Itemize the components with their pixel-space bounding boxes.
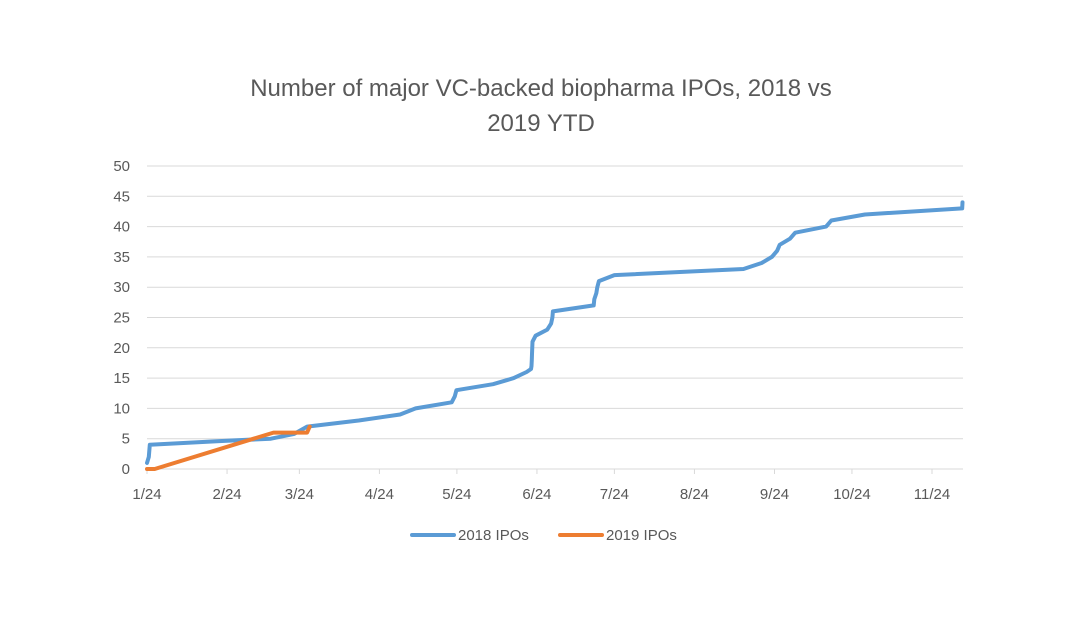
chart-title-line-2: 2019 YTD	[487, 110, 595, 137]
y-tick-label: 50	[113, 158, 130, 175]
y-axis-ticks: 0 5 10 15 20 25 30 35 40 45 50	[113, 158, 130, 478]
x-tick-label: 1/24	[132, 486, 161, 503]
y-tick-label: 10	[113, 400, 130, 417]
y-tick-label: 30	[113, 279, 130, 296]
y-tick-label: 0	[122, 461, 130, 478]
x-tick-label: 11/24	[914, 486, 950, 503]
x-tick-label: 9/24	[760, 486, 789, 503]
legend-label: 2019 IPOs	[606, 527, 677, 544]
gridlines	[147, 165, 963, 470]
series-layer	[145, 200, 965, 471]
x-tick-label: 6/24	[522, 486, 551, 503]
x-axis-ticks: 1/24 2/24 3/24 4/24 5/24 6/24 7/24 8/24 9/24 10/2…	[132, 469, 950, 503]
x-tick-label: 5/24	[442, 486, 471, 503]
y-tick-label: 35	[113, 249, 130, 266]
x-tick-label: 7/24	[600, 486, 629, 503]
y-tick-label: 5	[122, 431, 130, 448]
x-tick-label: 10/24	[833, 486, 871, 503]
y-tick-label: 45	[113, 188, 130, 205]
x-tick-label: 8/24	[680, 486, 709, 503]
y-tick-label: 25	[113, 310, 130, 327]
x-tick-label: 4/24	[365, 486, 394, 503]
y-tick-label: 20	[113, 340, 130, 357]
series-line-2	[145, 424, 312, 471]
y-tick-label: 40	[113, 219, 130, 236]
legend-label: 2018 IPOs	[458, 527, 529, 544]
y-tick-label: 15	[113, 370, 130, 387]
series-line-1	[145, 200, 965, 465]
x-tick-label: 2/24	[212, 486, 241, 503]
legend: 2018 IPOs 2019 IPOs	[410, 527, 677, 544]
x-tick-label: 3/24	[285, 486, 314, 503]
chart-title-line-1: Number of major VC-backed biopharma IPOs…	[250, 75, 832, 102]
